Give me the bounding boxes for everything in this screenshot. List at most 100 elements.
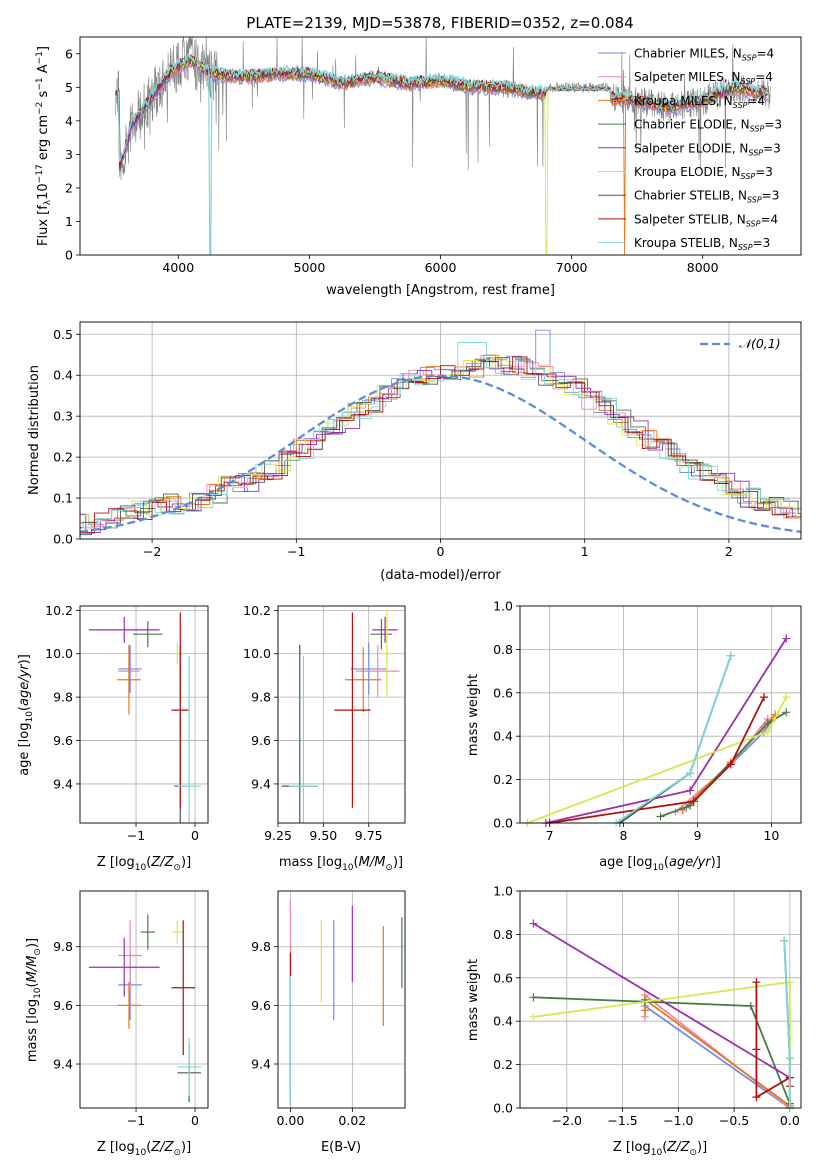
spectrum-frame: [79, 36, 802, 256]
z_weight-marker-chabrier_elodie-2: [746, 1002, 755, 1011]
z_weight-ytick-label-0: 0.0: [493, 1101, 513, 1116]
age_weight-marker-salpeter_elodie-2: [782, 634, 791, 643]
spectrum-ytick-label-4: 4: [65, 113, 73, 128]
hist-ylabel: Normed distribution: [27, 365, 42, 495]
mass_age-ytick-label-2: 9.8: [251, 690, 271, 705]
legend-label-kroupa_miles: Kroupa MILES, NSSP=4: [634, 94, 765, 110]
z_age-ytick-label-4: 10.2: [45, 603, 73, 618]
age_weight-series-salpeter_miles: [674, 718, 769, 813]
z_weight-ytick-label-2: 0.4: [493, 1014, 513, 1029]
hist-legend-label: 𝒩(0,1): [739, 336, 781, 351]
z_age-xtick-label-0: −1: [127, 828, 145, 843]
age_weight-marker-salpeter_stelib-3: [760, 693, 769, 702]
residual_hist-ytick-label-0: 0.0: [53, 532, 73, 547]
legend-label-salpeter_stelib: Salpeter STELIB, NSSP=4: [634, 212, 778, 228]
z_weight-marker-kroupa_elodie-0: [529, 1012, 538, 1021]
spectrum-xtick-label-0: 4000: [162, 260, 194, 275]
z-age-ylabel: age [log10(age/yr)]: [17, 654, 35, 776]
hist-series-salpeter_stelib: [80, 356, 801, 534]
age_weight-series-salpeter_elodie: [545, 638, 787, 823]
age_weight-xtick-label-1: 8: [620, 828, 628, 843]
age_weight-marker-salpeter_elodie-1: [686, 786, 695, 795]
hist-series-kroupa_elodie: [80, 357, 801, 522]
age_weight-axes: 7 8 9 10 0.0 0.2 0.4 0.6 0.8 1.0: [493, 599, 801, 843]
mass-age-xlabel: mass [log10(M/M⊙)]: [279, 855, 403, 873]
z_mass-xtick-label-1: 0: [191, 1113, 199, 1128]
residual_hist-axes: −2 −1 0 1 2 0.0 0.1 0.2 0.3 0.4 0.5: [53, 322, 801, 559]
z-weight-ylabel: mass weight: [466, 959, 481, 1041]
age-weight-xlabel: age [log10(age/yr)]: [599, 855, 721, 873]
age_weight-marker-chabrier_elodie-0: [656, 812, 665, 821]
ebv_mass-xtick-label-0: 0.00: [276, 1113, 304, 1128]
spectrum-ytick-label-0: 0: [65, 248, 73, 263]
residual_hist-xtick-label-4: 2: [725, 544, 733, 559]
residual_hist-xtick-label-0: −2: [143, 544, 161, 559]
mass_age-xtick-label-0: 9.25: [264, 828, 292, 843]
hist-xlabel: (data-model)/error: [380, 568, 501, 583]
z-mass-xlabel: Z [log10(Z/Z⊙)]: [97, 1140, 191, 1158]
residual_hist-ytick-label-2: 0.2: [53, 450, 73, 465]
z_weight-xtick-label-4: 0.0: [780, 1113, 800, 1128]
age_weight-ytick-label-5: 1.0: [493, 599, 513, 614]
z_weight-series-salpeter_stelib: [755, 982, 791, 1099]
spectrum-axes: 4000 5000 6000 7000 8000 0 1 2 3 4 5 6: [65, 46, 719, 275]
age_weight-ytick-label-3: 0.6: [493, 685, 513, 700]
figure-title: PLATE=2139, MJD=53878, FIBERID=0352, z=0…: [246, 14, 633, 32]
spectrum-ytick-label-1: 1: [65, 214, 73, 229]
spectrum-ylabel: Flux [fλ10−17 erg cm−2 s−1 A−1]: [35, 46, 53, 246]
z_age-ytick-label-1: 9.6: [53, 733, 73, 748]
mass_age-ytick-label-3: 10.0: [243, 646, 271, 661]
age_weight-xtick-label-0: 7: [546, 828, 554, 843]
residual_hist-ytick-label-4: 0.4: [53, 368, 73, 383]
z_mass-ytick-label-1: 9.6: [53, 998, 73, 1013]
spectrum-ytick-label-5: 5: [65, 80, 73, 95]
z_weight-xtick-label-2: −1.0: [663, 1113, 693, 1128]
spectrum-ytick-label-3: 3: [65, 147, 73, 162]
residual_hist-ytick-label-3: 0.3: [53, 409, 73, 424]
spectrum-xtick-label-1: 5000: [294, 260, 326, 275]
z_weight-marker-kroupa_stelib-0: [780, 936, 789, 945]
age_weight-marker-kroupa_stelib-1: [686, 769, 695, 778]
z_weight-xtick-label-3: −0.5: [719, 1113, 749, 1128]
ebv_mass-xtick-label-1: 0.02: [338, 1113, 366, 1128]
legend-label-salpeter_miles: Salpeter MILES, NSSP=4: [634, 70, 773, 86]
z_age-xtick-label-1: 0: [191, 828, 199, 843]
age_weight-series-kroupa_elodie: [527, 696, 787, 823]
hist-series-kroupa_stelib: [80, 342, 801, 529]
normal-curve: [80, 374, 801, 533]
residual_hist-ytick-label-5: 0.5: [53, 327, 73, 342]
ebv_mass-ytick-label-1: 9.6: [251, 998, 271, 1013]
ebv-mass-xlabel: E(B-V): [321, 1140, 361, 1155]
z_weight-ytick-label-3: 0.6: [493, 970, 513, 985]
age_weight-ytick-label-0: 0.0: [493, 816, 513, 831]
legend-label-chabrier_miles: Chabrier MILES, NSSP=4: [634, 47, 774, 63]
age_weight-xtick-label-3: 10: [763, 828, 779, 843]
age_weight-ytick-label-1: 0.2: [493, 772, 513, 787]
legend-label-chabrier_stelib: Chabrier STELIB, NSSP=3: [634, 189, 779, 205]
mass_age-axes: 9.25 9.50 9.75 9.4 9.6 9.8 10.0 10.2: [243, 603, 405, 843]
age_weight-series-kroupa_stelib: [615, 655, 732, 823]
z_weight-marker-kroupa_miles-0: [640, 1006, 649, 1015]
age-weight-ylabel: mass weight: [466, 674, 481, 756]
ebv_mass-ytick-label-0: 9.4: [251, 1057, 271, 1072]
z_weight-series-salpeter_elodie: [532, 922, 791, 1079]
age_weight-marker-chabrier_elodie-3: [782, 708, 791, 717]
legend-label-chabrier_elodie: Chabrier ELODIE, NSSP=3: [634, 118, 782, 134]
legend-label-salpeter_elodie: Salpeter ELODIE, NSSP=3: [634, 141, 781, 157]
z_age-ytick-label-3: 10.0: [45, 646, 73, 661]
z_weight-marker-salpeter_stelib-2: [752, 1093, 761, 1102]
age_weight-marker-salpeter_stelib-2: [726, 760, 735, 769]
z_mass-ytick-label-2: 9.8: [53, 939, 73, 954]
age_weight-marker-kroupa_stelib-2: [726, 651, 735, 660]
age_weight-frame: [519, 605, 802, 824]
age_weight-marker-chabrier_elodie-1: [686, 801, 695, 810]
spectrum-xtick-label-4: 8000: [687, 260, 719, 275]
z-mass-ylabel: mass [log10(M/M⊙)]: [25, 938, 43, 1062]
z_weight-marker-salpeter_stelib-0: [752, 978, 761, 987]
age_weight-marker-salpeter_stelib-1: [689, 797, 698, 806]
z_weight-ytick-label-1: 0.2: [493, 1057, 513, 1072]
spectrum-xtick-label-3: 7000: [556, 260, 588, 275]
z_mass-ytick-label-0: 9.4: [53, 1057, 73, 1072]
legend-label-kroupa_elodie: Kroupa ELODIE, NSSP=3: [634, 165, 773, 181]
z_age-ytick-label-2: 9.8: [53, 690, 73, 705]
